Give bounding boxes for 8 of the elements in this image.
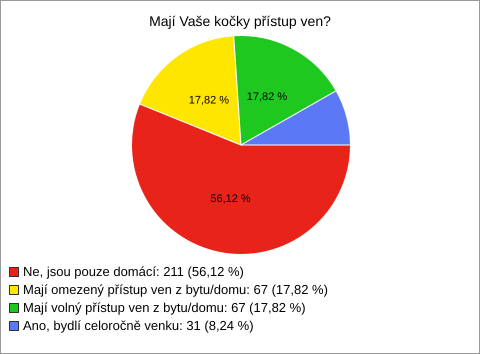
legend-label: Mají volný přístup ven z bytu/domu: 67 (17,82 %) [23,299,306,317]
legend-label: Mají omezený přístup ven z bytu/domu: 67 (17,82 %) [23,281,328,299]
data-label: 17,82 % [246,90,288,103]
chart-title: Mají Vaše kočky přístup ven? [148,13,332,29]
data-label: 17,82 % [188,94,230,107]
legend-label: Ano, bydlí celoročně venku: 31 (8,24 %) [23,317,254,335]
legend-label: Ne, jsou pouze domácí: 211 (56,12 %) [23,263,244,281]
data-label: 56,12 % [210,192,251,205]
